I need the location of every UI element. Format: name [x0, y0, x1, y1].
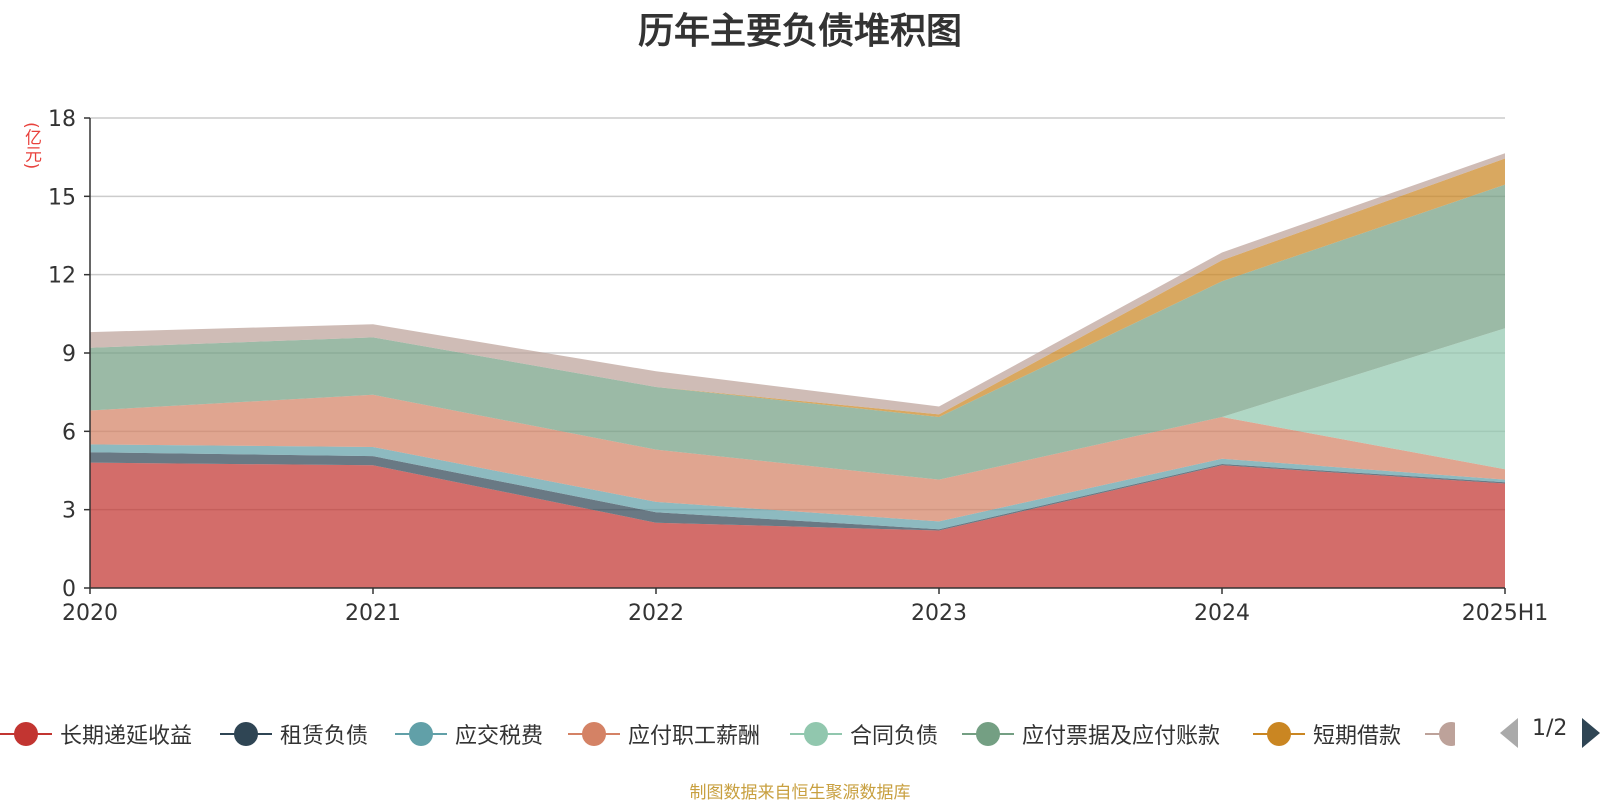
axes: 0 3 6 9 12 15 18 2020 2021 2022 2023 2024 2025H1 [48, 107, 1548, 626]
legend-marker-icon [962, 712, 1014, 756]
y-axis-unit-label: (亿元) [21, 122, 41, 170]
y-tick-label: 9 [62, 342, 76, 367]
x-tick-label: 2024 [1194, 601, 1250, 626]
legend-label: 短期借款 [1313, 724, 1402, 749]
area-series-2 [90, 444, 1505, 530]
x-tick-label: 2023 [911, 601, 967, 626]
area-series-1 [90, 452, 1505, 531]
legend-label: 应交税费 [455, 724, 544, 749]
legend-item[interactable]: 应交税费 [395, 712, 543, 756]
legend-item[interactable]: 短期借款 [1253, 712, 1401, 756]
area-series-7 [90, 153, 1505, 415]
legend-marker-icon [790, 712, 842, 756]
legend-page-indicator: 1/2 [1532, 716, 1568, 741]
y-tick-label: 0 [62, 577, 76, 602]
legend-item[interactable]: 长期递延收益 [0, 712, 192, 756]
legend-item[interactable]: 应付职工薪酬 [568, 712, 760, 756]
stacked-areas [90, 153, 1505, 588]
y-tick-label: 12 [48, 264, 76, 289]
legend-label: 应付职工薪酬 [628, 724, 761, 749]
legend-marker-icon [568, 712, 620, 756]
area-series-5 [90, 184, 1505, 480]
chart-title: 历年主要负债堆积图 [637, 11, 962, 52]
x-tick-label: 2022 [628, 601, 684, 626]
source-note: 制图数据来自恒生聚源数据库 [689, 783, 911, 803]
legend-item[interactable]: 应付票据及应付账款 [962, 712, 1220, 756]
legend-next-page-icon[interactable] [1582, 718, 1600, 748]
y-tick-label: 15 [48, 185, 76, 210]
x-tick-label: 2020 [62, 601, 118, 626]
x-tick-label: 2021 [345, 601, 401, 626]
y-tick-label: 18 [48, 107, 76, 132]
y-tick-label: 3 [62, 499, 76, 524]
area-series-3 [90, 394, 1505, 522]
legend-marker-icon [220, 712, 272, 756]
x-tick-label: 2025H1 [1462, 601, 1549, 626]
legend-label: 长期递延收益 [60, 724, 193, 749]
legend: 长期递延收益 租赁负债 应交税费 应付职工薪酬 合同负债 应付票据及应付账款 短期借款 [0, 712, 1600, 756]
legend-prev-page-icon[interactable] [1500, 718, 1518, 748]
legend-marker-icon [1425, 712, 1455, 756]
legend-item[interactable]: 合同负债 [790, 712, 938, 756]
legend-marker-icon [1253, 712, 1305, 756]
legend-marker-icon [0, 712, 52, 756]
legend-marker-icon [395, 712, 447, 756]
legend-item[interactable]: 租赁负债 [220, 712, 368, 756]
area-series-0 [90, 462, 1505, 588]
legend-label: 租赁负债 [280, 724, 369, 749]
legend-label: 应付票据及应付账款 [1022, 724, 1221, 749]
y-tick-label: 6 [62, 420, 76, 445]
legend-item[interactable] [1425, 712, 1455, 756]
legend-label: 合同负债 [850, 724, 939, 749]
